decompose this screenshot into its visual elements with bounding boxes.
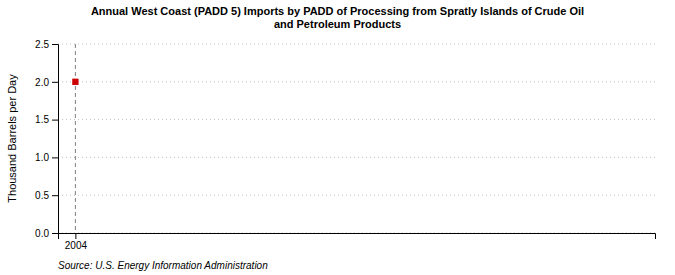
y-tick-label: 1.0 [35,152,49,163]
grid-line [58,157,655,158]
y-tick-label: 0.0 [35,228,49,239]
y-tick: 1.5 [35,114,58,125]
reference-line [75,44,76,233]
y-tick-label: 2.5 [35,39,49,50]
y-tick: 2.5 [35,39,58,50]
plot: 2004 0.0 0.5 1.0 1.5 2.0 2.5 Thousand Barrels p… [6,39,656,251]
y-tick-label: 0.5 [35,190,49,201]
y-tick: 0.0 [35,228,58,239]
y-tick-label: 2.0 [35,77,49,88]
grid-line [58,195,655,196]
y-tick-label: 1.5 [35,114,49,125]
title: Annual West Coast (PADD 5) Imports by PA… [91,5,584,30]
marks [72,44,78,233]
y-axis: 0.0 0.5 1.0 1.5 2.0 2.5 [35,39,58,239]
y-tick: 1.0 [35,152,58,163]
y-tick: 2.0 [35,77,58,88]
x-axis-line [59,234,656,240]
x-axis: 2004 [59,233,656,251]
point [72,79,78,85]
y-tick-mark [52,233,58,234]
grid-line [58,81,655,82]
grid-line [58,119,655,120]
grid [58,44,655,233]
y-axis-line [52,45,59,234]
chart: Annual West Coast (PADD 5) Imports by PA… [0,0,675,275]
annotation: Source: U.S. Energy Information Administ… [58,260,268,271]
y-tick-mark [52,195,58,196]
grid-line [58,44,655,45]
y-tick: 0.5 [35,190,58,201]
y-tick-mark [52,120,58,121]
y-tick-mark [52,157,58,158]
x-tick-label: 2004 [65,240,88,251]
y-axis-title: Thousand Barrels per Day [6,74,18,203]
y-tick-mark [52,82,58,83]
x-tick-mark [75,233,76,239]
x-tick: 2004 [65,233,88,251]
y-tick-mark [52,44,58,45]
